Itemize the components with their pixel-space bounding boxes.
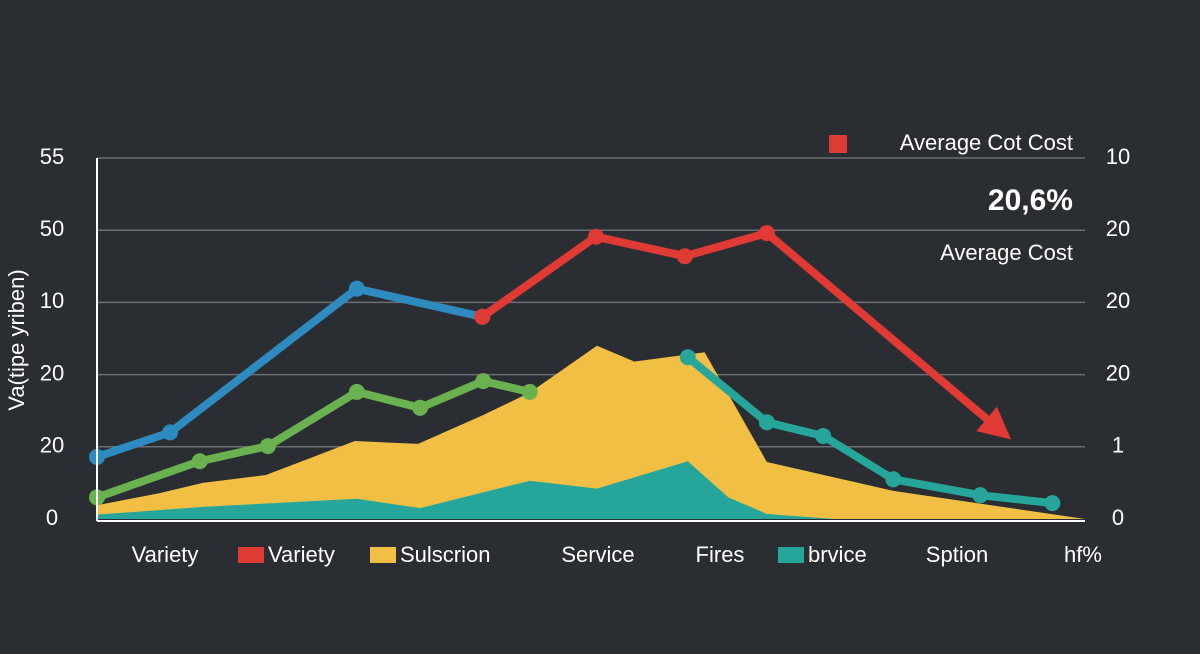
legend-swatch xyxy=(778,547,804,563)
y-tick-label: 50 xyxy=(40,216,64,241)
point xyxy=(475,373,492,390)
point xyxy=(676,248,693,265)
legend-label: brvice xyxy=(808,542,867,567)
y-axis-label: Va(tipe yriben) xyxy=(4,269,29,410)
point xyxy=(972,487,989,504)
point xyxy=(885,471,902,488)
point xyxy=(587,228,604,245)
x-label: hf% xyxy=(1064,542,1102,567)
point xyxy=(679,349,696,366)
y-tick-label: 0 xyxy=(46,505,58,530)
x-label: Sption xyxy=(926,542,988,567)
bottom-labels: Variety Variety Sulscrion Service Fires brvic… xyxy=(132,542,1102,567)
y2-tick-label: 1 xyxy=(1112,433,1124,458)
point xyxy=(191,453,208,470)
y2-tick-label: 20 xyxy=(1106,216,1130,241)
y2-tick-label: 0 xyxy=(1112,505,1124,530)
point xyxy=(758,414,775,431)
point xyxy=(348,280,365,297)
y2-tick-label: 20 xyxy=(1106,288,1130,313)
x-label: Service xyxy=(561,542,634,567)
legend-swatch xyxy=(829,135,847,153)
line xyxy=(93,284,487,461)
point xyxy=(758,225,775,242)
point xyxy=(162,424,179,441)
legend-label: Variety xyxy=(268,542,335,567)
plot xyxy=(89,225,1085,519)
area xyxy=(97,345,1085,519)
legend-label: Average Cot Cost xyxy=(900,130,1073,155)
point xyxy=(259,438,276,455)
legend-swatch xyxy=(238,547,264,563)
point xyxy=(521,383,538,400)
point xyxy=(815,427,832,444)
area xyxy=(97,461,1085,519)
y-tick-label: 55 xyxy=(40,144,64,169)
y-tick-label: 20 xyxy=(40,360,64,385)
annotation-text: Average Cost xyxy=(940,240,1073,265)
x-label: Variety xyxy=(132,542,199,567)
x-label: Fires xyxy=(696,542,745,567)
legend-label: Sulscrion xyxy=(400,542,490,567)
legend-swatch xyxy=(370,547,396,563)
point xyxy=(474,308,491,325)
point xyxy=(348,383,365,400)
y-tick-label: 20 xyxy=(40,433,64,458)
point xyxy=(1044,495,1061,512)
y-tick-label: 10 xyxy=(40,288,64,313)
point xyxy=(412,399,429,416)
y2-tick-label: 10 xyxy=(1106,144,1130,169)
annotation-value: 20,6% xyxy=(988,184,1073,217)
y2-tick-label: 20 xyxy=(1106,360,1130,385)
line xyxy=(683,353,1057,508)
